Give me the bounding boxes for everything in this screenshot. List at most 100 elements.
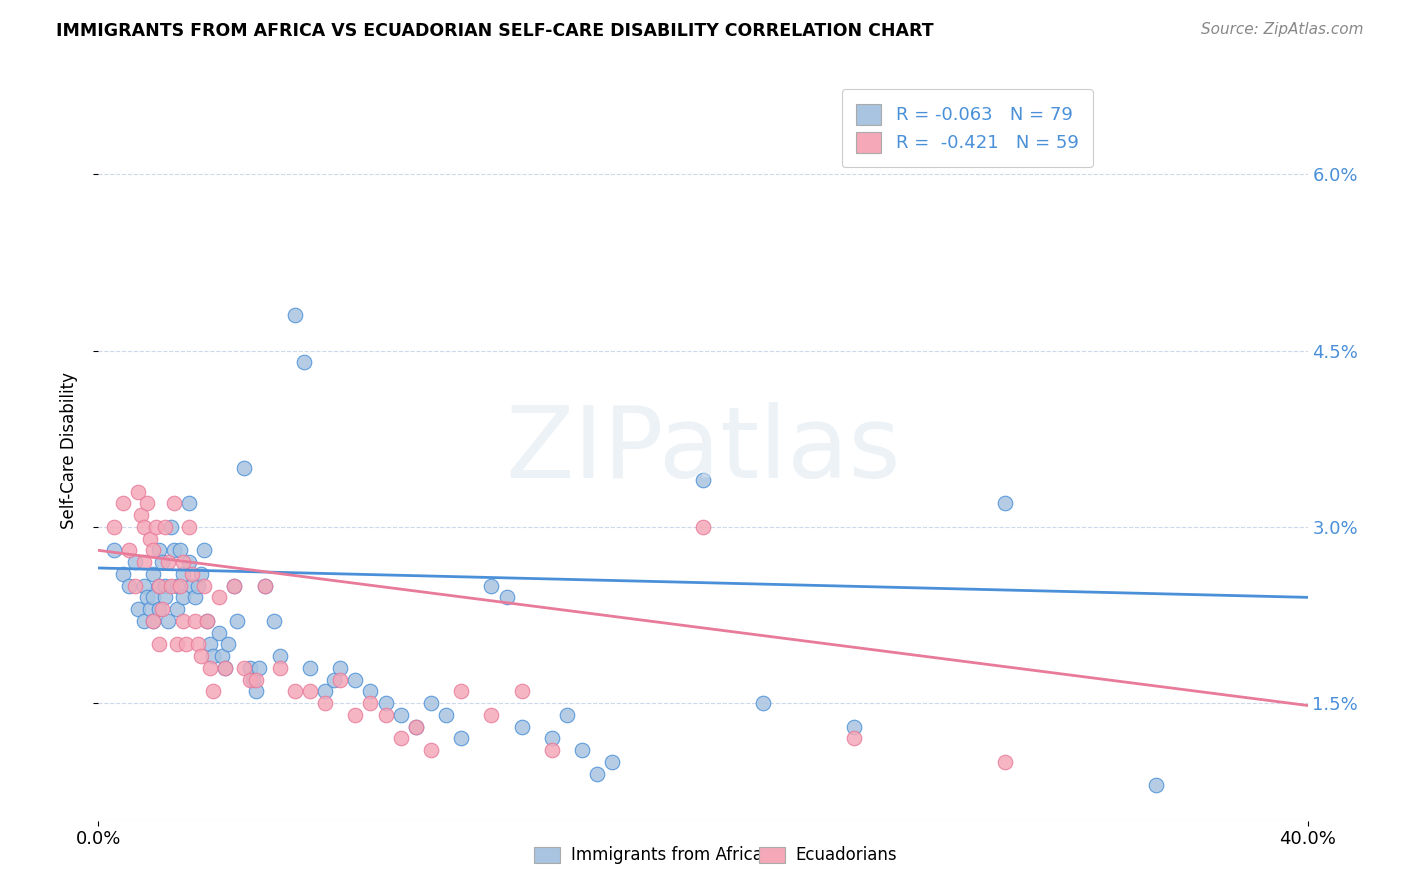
Point	[344, 707, 367, 722]
Point	[135, 591, 157, 605]
Point	[118, 543, 141, 558]
Point	[269, 661, 291, 675]
Point	[540, 743, 562, 757]
Point	[190, 566, 212, 581]
Point	[208, 625, 231, 640]
Point	[184, 591, 207, 605]
Point	[169, 579, 191, 593]
Point	[166, 637, 188, 651]
Point	[374, 696, 396, 710]
Point	[195, 614, 218, 628]
Point	[181, 566, 204, 581]
Point	[263, 614, 285, 628]
Point	[844, 731, 866, 746]
Point	[292, 355, 315, 369]
Point	[132, 520, 155, 534]
Point	[214, 661, 236, 675]
Point	[142, 614, 165, 628]
Point	[224, 579, 246, 593]
Point	[299, 684, 322, 698]
Point	[214, 661, 236, 675]
Point	[153, 591, 176, 605]
Point	[481, 579, 503, 593]
Point	[510, 684, 533, 698]
Point	[232, 461, 254, 475]
Point	[135, 496, 157, 510]
Point	[217, 637, 239, 651]
Point	[226, 614, 249, 628]
Point	[200, 661, 222, 675]
Point	[299, 661, 322, 675]
Point	[329, 661, 352, 675]
Point	[187, 637, 209, 651]
Point	[284, 308, 307, 322]
Text: Source: ZipAtlas.com: Source: ZipAtlas.com	[1201, 22, 1364, 37]
Point	[163, 543, 186, 558]
Point	[129, 508, 152, 522]
Point	[142, 591, 165, 605]
Point	[450, 731, 472, 746]
Point	[242, 673, 264, 687]
Point	[132, 555, 155, 569]
Point	[434, 707, 457, 722]
Point	[323, 673, 346, 687]
Point	[224, 579, 246, 593]
Point	[344, 673, 367, 687]
Point	[148, 579, 170, 593]
Point	[124, 555, 146, 569]
Point	[179, 496, 201, 510]
Point	[245, 684, 267, 698]
Point	[360, 684, 382, 698]
Point	[184, 614, 207, 628]
Point	[172, 614, 194, 628]
Point	[202, 649, 225, 664]
Point	[247, 661, 270, 675]
Point	[253, 579, 276, 593]
Point	[172, 555, 194, 569]
Point	[179, 520, 201, 534]
Point	[239, 661, 262, 675]
Text: IMMIGRANTS FROM AFRICA VS ECUADORIAN SELF-CARE DISABILITY CORRELATION CHART: IMMIGRANTS FROM AFRICA VS ECUADORIAN SEL…	[56, 22, 934, 40]
Point	[103, 520, 125, 534]
Point	[195, 614, 218, 628]
Legend: R = -0.063   N = 79, R =  -0.421   N = 59: R = -0.063 N = 79, R = -0.421 N = 59	[842, 89, 1092, 167]
Point	[179, 555, 201, 569]
Point	[172, 566, 194, 581]
Point	[284, 684, 307, 698]
Point	[150, 555, 173, 569]
Point	[148, 637, 170, 651]
Point	[245, 673, 267, 687]
Point	[314, 684, 336, 698]
Point	[389, 707, 412, 722]
Text: ZIPatlas: ZIPatlas	[505, 402, 901, 499]
Point	[118, 579, 141, 593]
Point	[692, 473, 714, 487]
Point	[389, 731, 412, 746]
Point	[374, 707, 396, 722]
Point	[571, 743, 593, 757]
Point	[139, 602, 162, 616]
Point	[169, 543, 191, 558]
Point	[510, 720, 533, 734]
Point	[540, 731, 562, 746]
Point	[602, 755, 624, 769]
Point	[239, 673, 262, 687]
Point	[166, 579, 188, 593]
Point	[420, 743, 443, 757]
Point	[111, 566, 134, 581]
Point	[190, 649, 212, 664]
Point	[232, 661, 254, 675]
Point	[314, 696, 336, 710]
Point	[145, 520, 167, 534]
Point	[405, 720, 427, 734]
Point	[142, 614, 165, 628]
Point	[208, 591, 231, 605]
Point	[127, 484, 149, 499]
Point	[329, 673, 352, 687]
Point	[193, 543, 215, 558]
Point	[127, 602, 149, 616]
Point	[555, 707, 578, 722]
Point	[153, 520, 176, 534]
Point	[193, 579, 215, 593]
Point	[692, 520, 714, 534]
